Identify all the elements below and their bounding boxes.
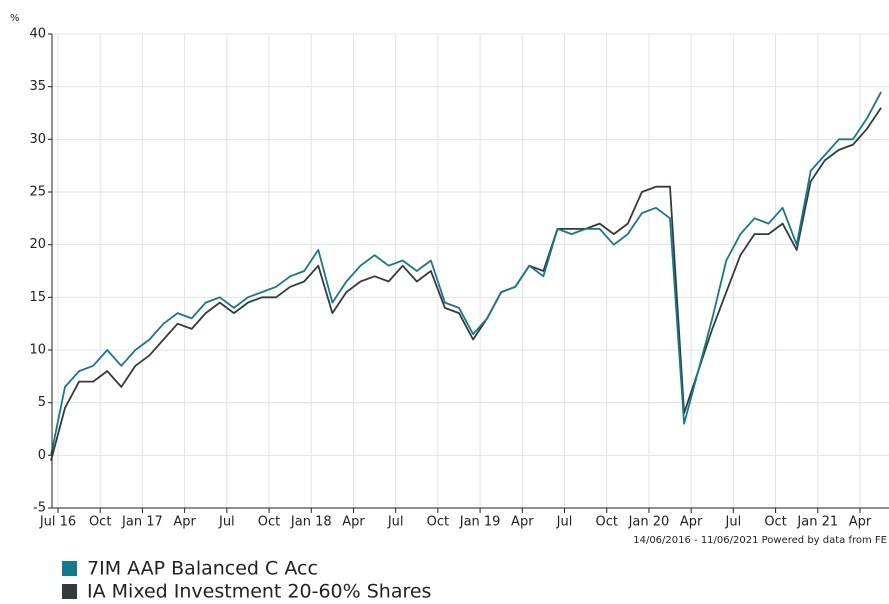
x-tick-label: Oct (427, 515, 449, 530)
grid (48, 33, 889, 513)
x-tick-label: Oct (595, 515, 617, 530)
x-tick-label: Apr (342, 515, 365, 530)
x-tick-label: Apr (511, 515, 534, 530)
x-tick-label: Jan 17 (121, 515, 163, 530)
x-tick-label: Jan 20 (628, 515, 670, 530)
legend-label: 7IM AAP Balanced C Acc (87, 558, 318, 580)
x-tick-label: Jul (387, 515, 404, 530)
x-tick-label: Oct (89, 515, 111, 530)
x-tick-label: Apr (680, 515, 703, 530)
x-tick-label: Jan 19 (459, 515, 501, 530)
legend-swatch (62, 584, 77, 599)
y-tick-label: 20 (29, 237, 46, 252)
series-line (50, 91, 882, 456)
y-tick-label: 5 (38, 395, 46, 410)
y-tick-label: -5 (33, 501, 46, 516)
x-tick-label: Jul (556, 515, 573, 530)
x-tick-label: Jan 21 (796, 515, 838, 530)
y-tick-label: 0 (38, 448, 46, 463)
x-tick-label: Apr (849, 515, 872, 530)
y-tick-label: 15 (29, 290, 46, 305)
y-tick-label: 35 (29, 79, 46, 94)
x-tick-label: Oct (764, 515, 786, 530)
y-tick-label: 10 (29, 343, 46, 358)
y-unit: % (10, 13, 20, 24)
lines (50, 91, 882, 461)
x-tick-label: Jul 16 (39, 515, 76, 530)
y-tick-label: 30 (29, 132, 46, 147)
x-tick-label: Apr (173, 515, 196, 530)
legend-swatch (62, 561, 77, 576)
x-tick-label: Oct (258, 515, 280, 530)
series-line (50, 107, 882, 461)
y-tick-label: 40 (29, 27, 46, 42)
x-tick-label: Jul (218, 515, 235, 530)
x-tick-label: Jan 18 (290, 515, 332, 530)
x-tick-label: Jul (725, 515, 742, 530)
y-tick-label: 25 (29, 185, 46, 200)
footer: 14/06/2016 - 11/06/2021 Powered by data … (633, 535, 887, 546)
legend-label: IA Mixed Investment 20-60% Shares (87, 581, 431, 603)
